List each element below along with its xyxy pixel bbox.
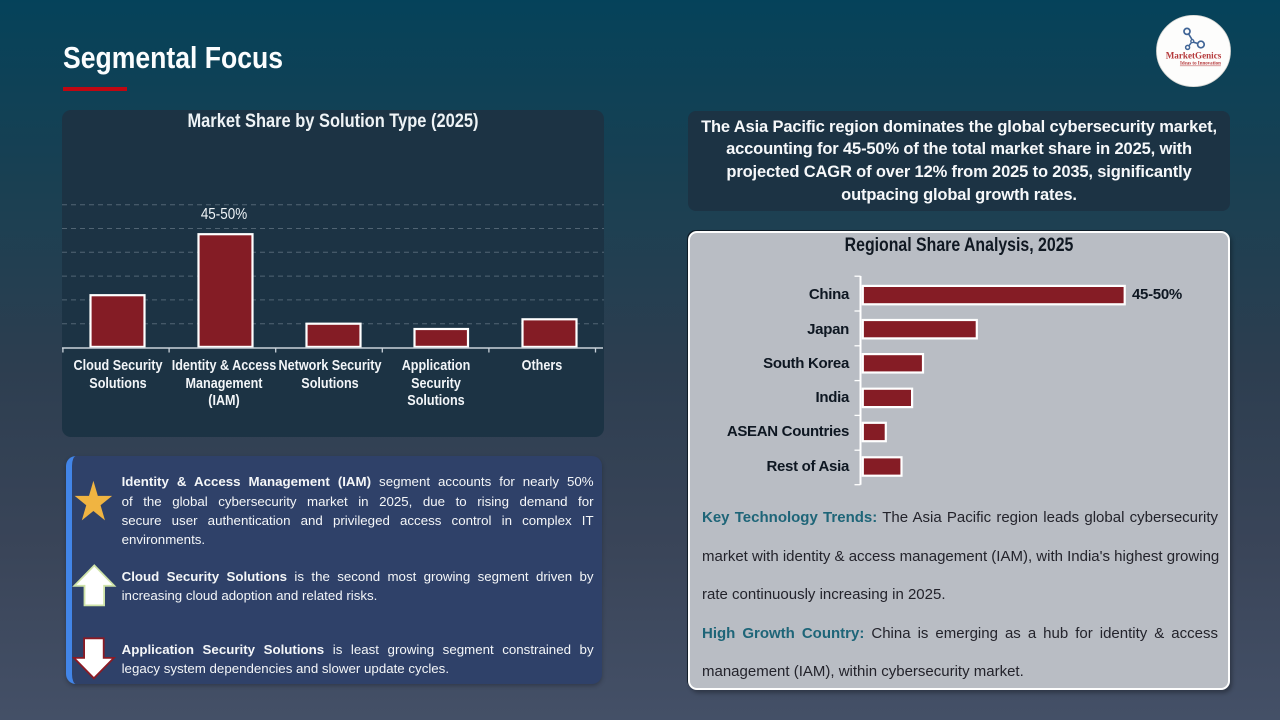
svg-text:MarketGenics: MarketGenics [1166,51,1222,61]
svg-text:Ideas to Innovation: Ideas to Innovation [1180,62,1221,67]
